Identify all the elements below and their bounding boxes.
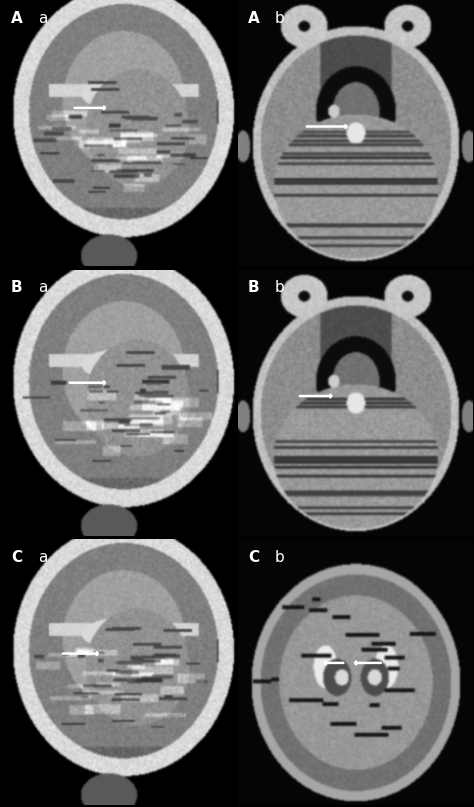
Text: b: b [275, 280, 284, 295]
Text: C: C [248, 550, 259, 565]
Text: A: A [248, 10, 260, 26]
Text: A: A [11, 10, 23, 26]
Text: a: a [38, 280, 47, 295]
Text: B: B [11, 280, 22, 295]
Text: a: a [38, 550, 47, 565]
Text: b: b [275, 10, 284, 26]
Text: C: C [11, 550, 22, 565]
Text: b: b [275, 550, 284, 565]
Text: a: a [38, 10, 47, 26]
Text: B: B [248, 280, 259, 295]
